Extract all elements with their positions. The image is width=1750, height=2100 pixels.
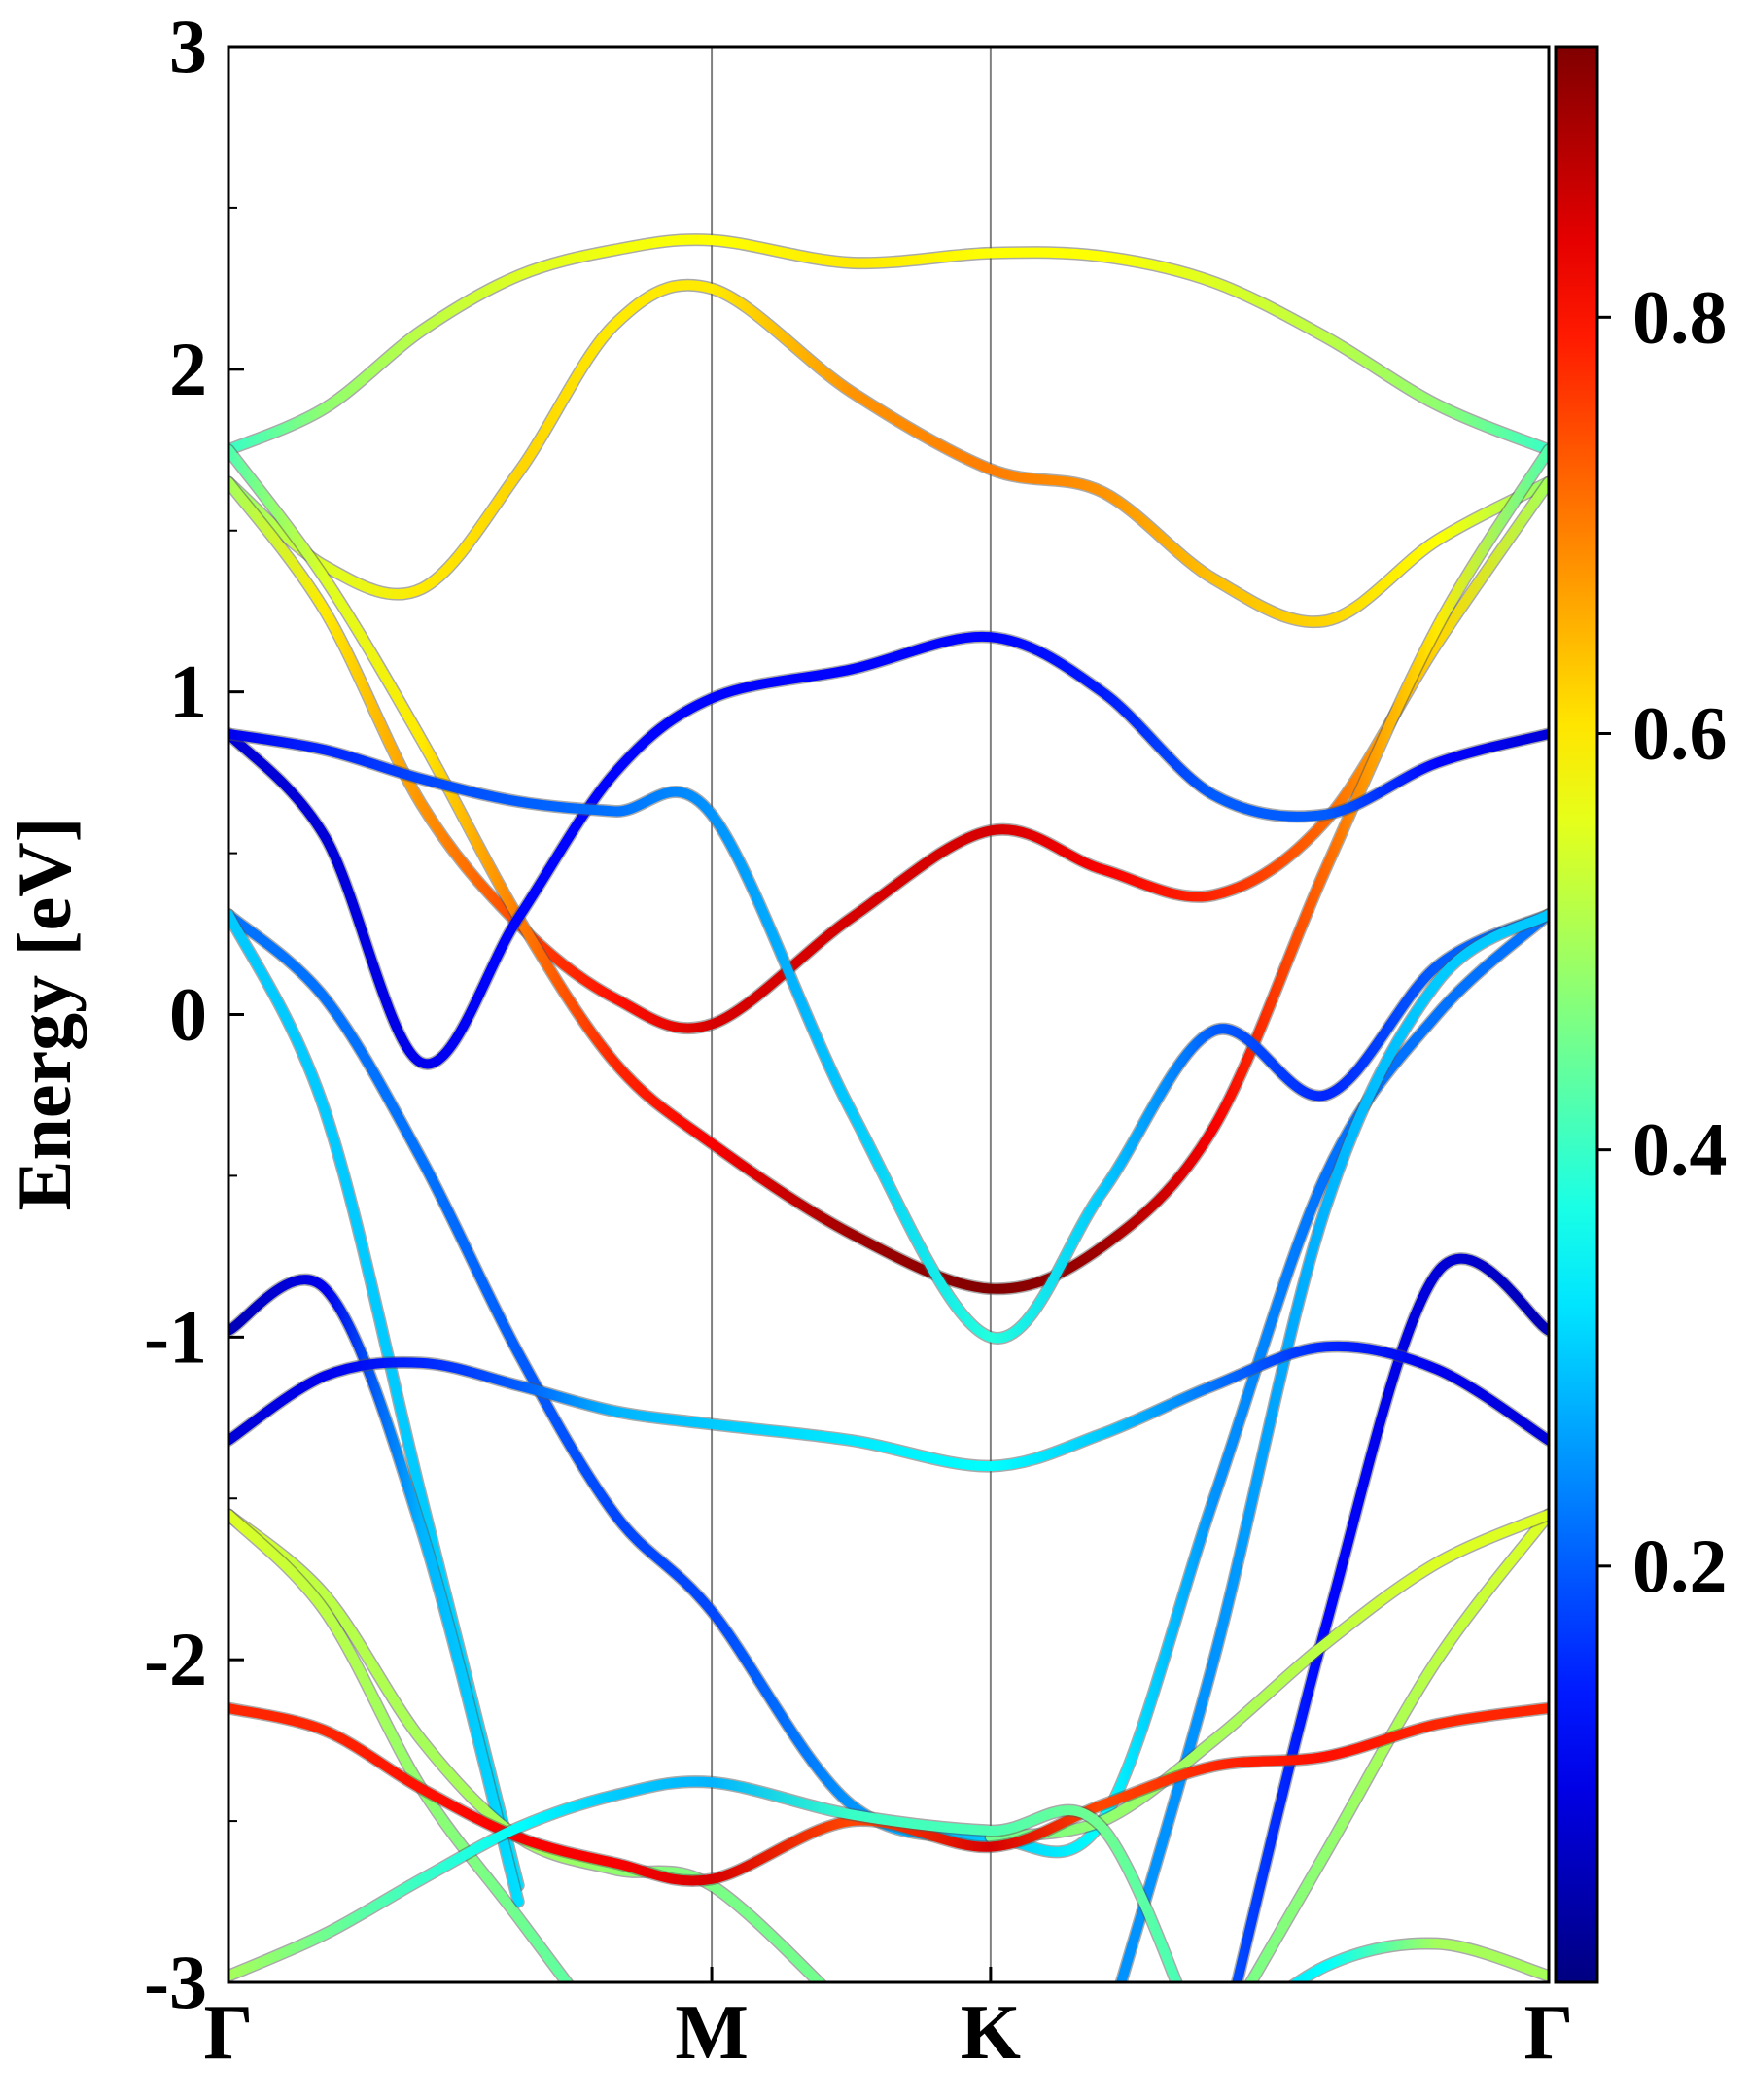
colorbar-tick-label: 0.6 (1632, 690, 1728, 775)
band (228, 1702, 1549, 1886)
band-outline (228, 630, 1549, 1070)
colorbar-tick-label: 0.4 (1632, 1107, 1728, 1192)
x-tick-label: K (961, 1990, 1021, 2076)
colorbar (1554, 45, 1599, 1984)
band (1288, 1938, 1549, 1982)
y-tick-label: -1 (144, 1294, 207, 1379)
x-tick-label: M (675, 1990, 749, 2076)
band (228, 280, 1549, 627)
y-tick-label: 0 (169, 972, 207, 1057)
bands (228, 233, 1549, 1982)
band (228, 1341, 1549, 1472)
band (228, 631, 1549, 1069)
band-outline (228, 278, 1549, 629)
band (228, 1509, 1549, 1982)
x-tick-label: Γ (1524, 1990, 1574, 2076)
band (228, 909, 1549, 1857)
colorbar-tick-label: 0.8 (1632, 274, 1728, 359)
colorbar-tick-label: 0.2 (1632, 1523, 1728, 1608)
plot-frame (227, 45, 1551, 1984)
y-tick-label: 1 (169, 649, 207, 734)
y-tick-label: 3 (169, 4, 207, 88)
band-outline (228, 908, 1549, 1859)
band (228, 444, 1549, 1294)
y-tick-label: -2 (144, 1617, 207, 1701)
band-outline (228, 1508, 1549, 1982)
band-outline (228, 1508, 1549, 1982)
x-tick-label: Γ (204, 1990, 254, 2076)
band (228, 1776, 1182, 1982)
band (228, 476, 1549, 1033)
band (228, 234, 1549, 455)
y-axis-label: Energy [eV] (2, 817, 87, 1210)
y-tick-label: 2 (169, 327, 207, 411)
band (228, 1509, 1549, 1982)
band (228, 728, 1549, 1344)
band (228, 1253, 1549, 1982)
y-tick-label: -3 (144, 1940, 207, 2024)
